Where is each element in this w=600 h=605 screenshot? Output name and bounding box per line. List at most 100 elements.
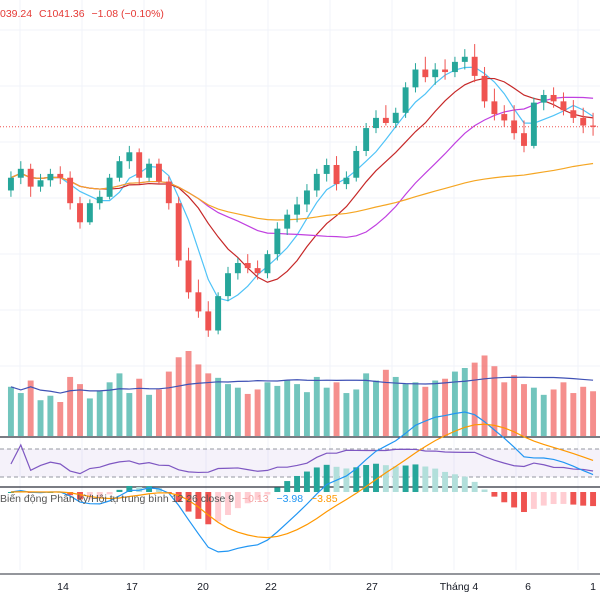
candle-body: [294, 204, 301, 215]
volume-bar: [17, 393, 24, 436]
candle-body: [254, 268, 261, 274]
macd-histogram-bar: [146, 486, 153, 492]
macd-legend[interactable]: Biến động Phân kỳ/Hội tụ trung bình 12 2…: [0, 489, 343, 509]
candle-body: [550, 94, 557, 102]
macd-histogram-bar: [481, 489, 488, 492]
macd-indicator-title[interactable]: Biến động Phân kỳ/Hội tụ trung bình 12 2…: [0, 493, 235, 505]
macd-histogram-bar: [284, 481, 291, 492]
macd-histogram-bar: [511, 492, 518, 508]
rsi-pane[interactable]: [0, 443, 600, 478]
candle-body: [17, 168, 24, 178]
volume-bar: [580, 386, 587, 436]
volume-bar: [461, 368, 468, 436]
time-axis-label[interactable]: 17: [126, 581, 138, 593]
candle-body: [491, 101, 498, 115]
time-axis-background: [0, 574, 600, 600]
macd-histogram-bar: [412, 464, 419, 492]
volume-bar: [521, 384, 527, 436]
volume-bar: [451, 371, 458, 436]
volume-bar: [373, 380, 379, 436]
candle-body: [313, 173, 320, 191]
candle-body: [77, 203, 83, 223]
volume-bar: [205, 373, 212, 436]
macd-histogram-bar: [234, 492, 241, 509]
candle-body: [451, 61, 458, 73]
macd-histogram-bar: [343, 468, 350, 492]
macd-histogram-bar: [274, 487, 281, 492]
volume-bar: [116, 373, 123, 436]
macd-histogram-bar: [382, 465, 389, 492]
candle-body: [47, 173, 54, 181]
time-axis-label[interactable]: 6: [525, 581, 531, 593]
volume-bar: [175, 357, 182, 436]
macd-histogram-value: −0.13: [242, 493, 269, 505]
candle-body: [540, 94, 547, 103]
macd-histogram-bar: [195, 492, 202, 519]
macd-histogram-bar: [185, 492, 192, 512]
volume-ma-line: [10, 376, 594, 394]
macd-histogram-bar: [451, 474, 458, 492]
macd-histogram-bar: [313, 467, 320, 492]
candle-body: [116, 161, 123, 178]
candle-body: [323, 164, 330, 174]
macd-histogram-bar: [175, 492, 182, 503]
volume-bar: [225, 384, 231, 436]
candle-body: [481, 75, 488, 102]
ma-slow-line: [10, 77, 594, 283]
time-axis-label[interactable]: 22: [265, 581, 277, 593]
candle-body: [303, 190, 310, 205]
rsi-line: [10, 443, 594, 475]
macd-histogram-bar: [442, 471, 449, 492]
volume-bar: [274, 385, 281, 436]
time-axis-label[interactable]: 14: [57, 581, 69, 593]
macd-histogram-bar: [116, 489, 123, 492]
candle-body: [126, 152, 133, 162]
macd-histogram-bar: [205, 492, 212, 525]
volume-bar: [422, 386, 429, 436]
candle-body: [274, 228, 281, 255]
macd-histogram-bar: [422, 466, 429, 492]
macd-histogram-bar: [303, 471, 310, 492]
candle-body: [27, 168, 34, 187]
macd-histogram-bar: [590, 492, 597, 507]
volume-bar: [165, 371, 172, 436]
macd-line-value: −3.98: [276, 493, 304, 505]
time-axis-label[interactable]: 27: [366, 581, 378, 593]
macd-histogram-bar: [136, 487, 143, 492]
candle-body: [382, 117, 389, 123]
macd-pane[interactable]: [7, 411, 597, 553]
rsi-band: [0, 449, 600, 477]
volume-bar: [27, 380, 34, 436]
volume-bar: [363, 373, 370, 436]
volume-bar: [244, 393, 251, 436]
volume-bar: [155, 389, 162, 436]
volume-bar: [86, 398, 93, 436]
macd-histogram-bar: [244, 492, 251, 504]
macd-histogram-bar: [215, 492, 222, 522]
time-axis-label[interactable]: 20: [197, 581, 209, 593]
volume-bar: [67, 376, 74, 436]
candle-body: [205, 311, 212, 331]
macd-histogram-bar: [353, 467, 360, 492]
macd-histogram-bar: [77, 492, 83, 500]
candle-body: [461, 56, 468, 62]
price-pane[interactable]: [0, 44, 600, 337]
volume-bar: [47, 395, 54, 436]
macd-histogram-bar: [540, 492, 547, 506]
time-axis[interactable]: 14 17 20 22 27 Tháng 4 6 1: [0, 573, 600, 600]
volume-bar: [471, 362, 478, 436]
candle-body: [501, 114, 508, 121]
macd-histogram-bar: [7, 492, 14, 493]
ohlc-open-value: 039.24: [0, 8, 33, 20]
candle-body: [402, 87, 409, 113]
macd-histogram-bar: [106, 492, 113, 495]
time-axis-label[interactable]: Tháng 4: [440, 581, 479, 593]
candle-body: [422, 69, 429, 78]
time-axis-label[interactable]: 1: [590, 581, 596, 593]
volume-bar: [323, 387, 330, 436]
candle-body: [146, 163, 153, 178]
macd-histogram-bar: [471, 481, 478, 492]
volume-bar: [106, 382, 113, 436]
